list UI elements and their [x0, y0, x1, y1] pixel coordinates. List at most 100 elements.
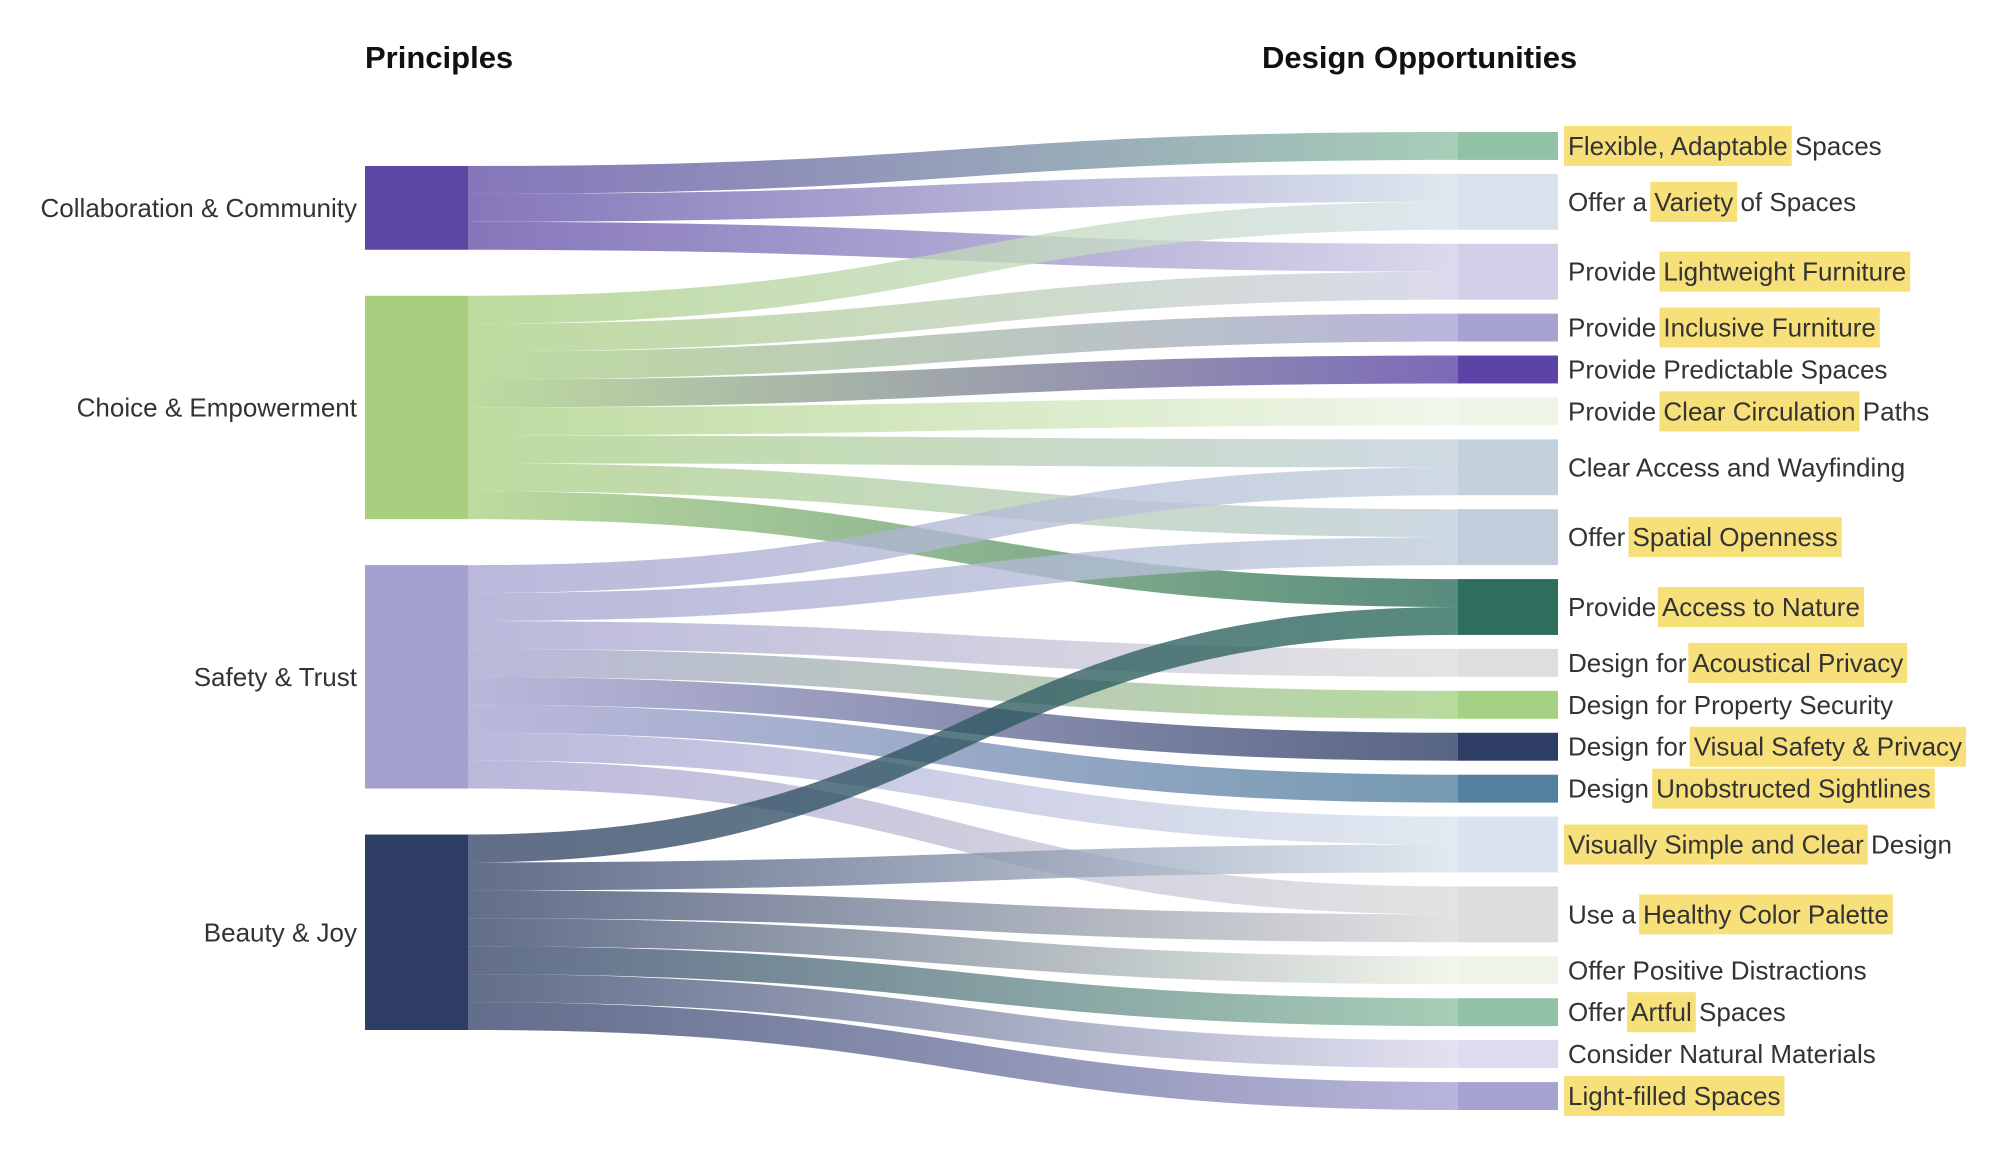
svg-text:Provide Inclusive Furniture: Provide Inclusive Furniture	[1568, 313, 1876, 343]
highlight-box	[1650, 181, 1738, 222]
target-label: Design for Property Security	[1568, 690, 1893, 720]
target-node	[1458, 173, 1558, 230]
link-beauty-and-joy-to-target-8	[468, 607, 1458, 863]
source-label: Beauty & Joy	[204, 917, 357, 947]
target-nodes: Flexible, Adaptable Spaces Offer a Variet…	[1458, 125, 1967, 1117]
target-node	[1458, 1082, 1558, 1110]
highlighted-phrase: Variety	[1654, 187, 1733, 217]
target-node	[1458, 774, 1558, 803]
label-text: Design	[1568, 774, 1656, 804]
label-text: Consider Natural Materials	[1568, 1039, 1876, 1069]
label-text: Paths	[1856, 396, 1930, 426]
highlighted-phrase: Inclusive Furniture	[1663, 313, 1875, 343]
source-label: Choice & Empowerment	[77, 392, 358, 422]
highlight-box	[1564, 1076, 1785, 1117]
link-choice-and-empowerment-to-target-3	[468, 313, 1458, 380]
source-node-safety-and-trust	[365, 565, 468, 789]
target-node	[1458, 579, 1558, 635]
link-safety-and-trust-to-target-7	[468, 537, 1458, 621]
target-label: Design for Visual Safety & Privacy	[1568, 726, 1967, 767]
link-safety-and-trust-to-target-13	[468, 732, 1458, 845]
target-label: Consider Natural Materials	[1568, 1039, 1876, 1069]
target-label: Provide Access to Nature	[1568, 587, 1864, 627]
target-node	[1458, 509, 1558, 566]
target-label: Design Unobstructed Sightlines	[1568, 768, 1935, 809]
target-label: Provide Clear Circulation Paths	[1568, 391, 1929, 432]
svg-text:Design for Property Security: Design for Property Security	[1568, 690, 1893, 720]
svg-text:Clear Access and Wayfinding: Clear Access and Wayfinding	[1568, 452, 1905, 482]
svg-text:Consider Natural Materials: Consider Natural Materials	[1568, 1039, 1876, 1069]
link-choice-and-empowerment-to-target-8	[468, 491, 1458, 607]
target-node	[1458, 732, 1558, 761]
label-text: Design for	[1568, 648, 1692, 678]
target-label: Offer a Variety of Spaces	[1568, 181, 1856, 222]
label-text: Provide	[1568, 257, 1663, 287]
svg-text:Design Unobstructed Sightlines: Design Unobstructed Sightlines	[1568, 774, 1931, 804]
target-label: Provide Inclusive Furniture	[1568, 307, 1880, 348]
target-node	[1458, 998, 1558, 1027]
target-node	[1458, 956, 1558, 985]
target-node	[1458, 243, 1558, 300]
link-safety-and-trust-to-target-10	[468, 648, 1458, 719]
svg-text:Provide Clear Circulation Path: Provide Clear Circulation Paths	[1568, 396, 1929, 426]
highlight-box	[1689, 726, 1967, 767]
label-text: Design for Property Security	[1568, 690, 1893, 720]
target-node	[1458, 648, 1558, 677]
link-beauty-and-joy-to-target-15	[468, 918, 1458, 985]
label-text: of Spaces	[1733, 187, 1856, 217]
link-beauty-and-joy-to-target-17	[468, 974, 1458, 1069]
highlight-box	[1688, 642, 1908, 683]
svg-text:Offer a Variety of Spaces: Offer a Variety of Spaces	[1568, 187, 1856, 217]
target-node	[1458, 355, 1558, 384]
target-label: Design for Acoustical Privacy	[1568, 642, 1908, 683]
label-text: Provide Predictable Spaces	[1568, 355, 1887, 385]
source-nodes: Collaboration & Community Choice & Empowe…	[41, 166, 468, 1030]
svg-text:Flexible, Adaptable Spaces: Flexible, Adaptable Spaces	[1568, 131, 1882, 161]
label-text: Design for	[1568, 732, 1694, 762]
highlighted-phrase: Lightweight Furniture	[1663, 257, 1906, 287]
source-label: Safety & Trust	[194, 662, 358, 692]
label-text: Use a	[1568, 899, 1643, 929]
source-node-beauty-and-joy	[365, 834, 468, 1030]
link-safety-and-trust-to-target-9	[468, 621, 1458, 677]
target-label: Provide Predictable Spaces	[1568, 355, 1887, 385]
highlighted-phrase: Visually Simple and Clear	[1568, 830, 1864, 860]
highlighted-phrase: Artful	[1631, 997, 1692, 1027]
source-node-choice-and-empowerment	[365, 295, 468, 520]
highlighted-phrase: Visual Safety & Privacy	[1694, 732, 1962, 762]
highlight-box	[1639, 894, 1893, 935]
svg-text:Offer Positive Distractions: Offer Positive Distractions	[1568, 955, 1867, 985]
label-text: Design	[1864, 830, 1952, 860]
label-text: Offer	[1568, 522, 1633, 552]
link-choice-and-empowerment-to-target-7	[468, 463, 1458, 538]
highlight-box	[1564, 824, 1868, 865]
target-label: Offer Artful Spaces	[1568, 992, 1786, 1033]
svg-text:Use a Healthy Color Palette: Use a Healthy Color Palette	[1568, 899, 1889, 929]
highlight-box	[1652, 768, 1935, 809]
link-choice-and-empowerment-to-target-2	[468, 271, 1458, 352]
svg-text:Provide Access to Nature: Provide Access to Nature	[1568, 592, 1860, 622]
link-collaboration-and-community-to-target-0	[468, 132, 1458, 194]
link-beauty-and-joy-to-target-13	[468, 844, 1458, 891]
label-text: Provide	[1568, 313, 1663, 343]
target-node	[1458, 1040, 1558, 1069]
label-text: Offer	[1568, 997, 1631, 1027]
link-collaboration-and-community-to-target-1	[468, 173, 1458, 222]
target-label: Flexible, Adaptable Spaces	[1564, 125, 1882, 166]
highlight-box	[1659, 307, 1880, 348]
target-node	[1458, 690, 1558, 719]
link-choice-and-empowerment-to-target-4	[468, 355, 1458, 408]
highlighted-phrase: Light-filled Spaces	[1568, 1081, 1780, 1111]
source-label: Collaboration & Community	[41, 193, 357, 223]
link-collaboration-and-community-to-target-2	[468, 221, 1458, 272]
highlighted-phrase: Flexible, Adaptable	[1568, 131, 1788, 161]
highlight-box	[1628, 517, 1842, 558]
target-label: Offer Spatial Openness	[1568, 517, 1842, 558]
svg-text:Light-filled Spaces: Light-filled Spaces	[1568, 1081, 1780, 1111]
link-beauty-and-joy-to-target-16	[468, 946, 1458, 1027]
label-text: Provide	[1568, 592, 1662, 622]
target-label: Offer Positive Distractions	[1568, 955, 1867, 985]
highlighted-phrase: Spatial Openness	[1633, 522, 1838, 552]
label-text: Spaces	[1692, 997, 1786, 1027]
